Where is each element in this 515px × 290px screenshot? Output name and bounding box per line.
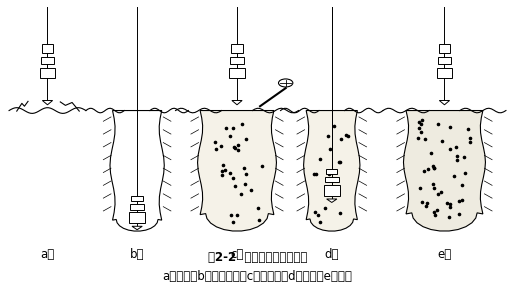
Polygon shape <box>232 100 242 105</box>
Polygon shape <box>42 100 53 105</box>
Polygon shape <box>198 110 277 231</box>
Polygon shape <box>304 110 360 231</box>
Ellipse shape <box>279 79 293 87</box>
Bar <box>42 44 53 53</box>
Bar <box>230 57 244 64</box>
Bar <box>40 68 55 78</box>
Bar <box>439 44 450 53</box>
Polygon shape <box>110 110 164 231</box>
Bar <box>130 204 144 210</box>
Polygon shape <box>132 226 142 230</box>
Text: b）: b） <box>130 249 144 261</box>
Polygon shape <box>403 110 486 231</box>
Polygon shape <box>439 100 450 105</box>
Text: a）: a） <box>40 249 55 261</box>
Bar <box>324 177 339 182</box>
Polygon shape <box>327 199 337 202</box>
Bar <box>131 196 143 201</box>
Bar <box>438 57 451 64</box>
Text: e）: e） <box>437 249 452 261</box>
Bar <box>229 68 245 78</box>
Bar <box>437 68 452 78</box>
Bar <box>323 185 340 196</box>
Text: c）: c） <box>230 249 244 261</box>
Text: 图2-2  振冲法制桩施工工艺: 图2-2 振冲法制桩施工工艺 <box>208 251 307 264</box>
Bar <box>129 212 145 223</box>
Text: a）定位；b）振冲下沉；c）加填料；d）振密；e）成桩: a）定位；b）振冲下沉；c）加填料；d）振密；e）成桩 <box>163 270 352 283</box>
Bar <box>41 57 54 64</box>
Bar <box>231 44 243 53</box>
Text: d）: d） <box>324 249 339 261</box>
Bar <box>326 169 337 174</box>
